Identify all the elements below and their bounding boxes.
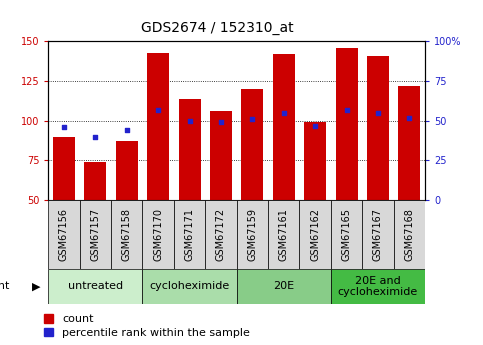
Bar (362, 200, 394, 269)
Text: GSM67161: GSM67161 (279, 208, 289, 261)
Point (155, 107, 162, 112)
Text: untreated: untreated (68, 282, 123, 291)
Text: GSM67170: GSM67170 (153, 208, 163, 261)
Text: cycloheximide: cycloheximide (149, 282, 230, 291)
Bar (394, 200, 425, 269)
Bar (179, 99, 200, 200)
Bar (48, 269, 142, 304)
Bar (142, 200, 174, 269)
Text: GSM67168: GSM67168 (404, 208, 414, 261)
Bar (237, 200, 268, 269)
Point (343, 107, 351, 112)
Text: GSM67158: GSM67158 (122, 208, 132, 261)
Text: GSM67156: GSM67156 (59, 208, 69, 261)
Text: GSM67159: GSM67159 (247, 208, 257, 261)
Bar (116, 141, 138, 200)
Text: 20E and
cycloheximide: 20E and cycloheximide (338, 276, 418, 297)
Text: GSM67165: GSM67165 (341, 208, 352, 261)
Bar (210, 111, 232, 200)
Bar (299, 200, 331, 269)
Text: GDS2674 / 152310_at: GDS2674 / 152310_at (141, 21, 294, 35)
Text: GSM67157: GSM67157 (90, 208, 100, 261)
Bar (331, 269, 425, 304)
Point (374, 110, 382, 116)
Bar (398, 86, 420, 200)
Text: GSM67172: GSM67172 (216, 208, 226, 261)
Bar (242, 89, 263, 200)
Bar (273, 54, 295, 200)
Bar (331, 200, 362, 269)
Bar (53, 137, 75, 200)
Point (249, 116, 256, 122)
Bar (174, 200, 205, 269)
Bar (147, 52, 169, 200)
Bar (268, 200, 299, 269)
Text: GSM67162: GSM67162 (310, 208, 320, 261)
Text: GSM67171: GSM67171 (185, 208, 195, 261)
Point (92, 134, 99, 139)
Bar (237, 269, 331, 304)
Bar (48, 200, 80, 269)
Point (60, 124, 68, 130)
Bar (111, 200, 142, 269)
Bar (85, 162, 106, 200)
Point (280, 110, 288, 116)
Bar (80, 200, 111, 269)
Bar (304, 122, 326, 200)
Point (123, 128, 130, 133)
Text: ▶: ▶ (32, 282, 41, 291)
Point (312, 123, 319, 128)
Text: 20E: 20E (273, 282, 294, 291)
Text: agent: agent (0, 282, 10, 291)
Bar (336, 48, 357, 200)
Legend: count, percentile rank within the sample: count, percentile rank within the sample (44, 314, 250, 338)
Bar (367, 56, 389, 200)
Point (406, 115, 413, 120)
Point (186, 118, 194, 124)
Bar (142, 269, 237, 304)
Point (217, 120, 225, 125)
Bar (205, 200, 237, 269)
Text: GSM67167: GSM67167 (373, 208, 383, 261)
